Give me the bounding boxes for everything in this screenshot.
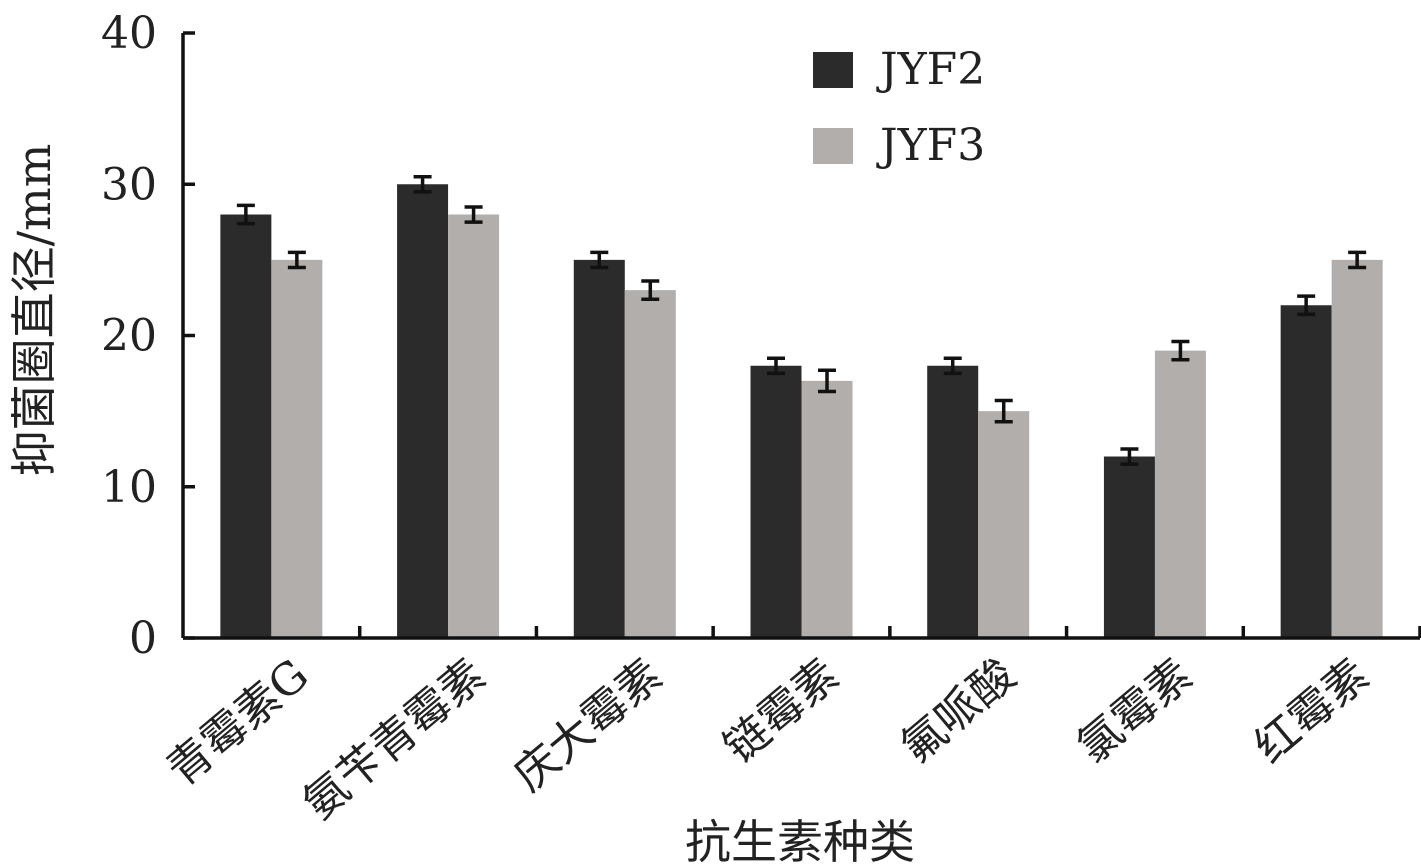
- bar-jyf2-6: [1280, 305, 1332, 638]
- error-bar-jyf2-4: [943, 356, 962, 376]
- legend-label-jyf3: JYF3: [876, 120, 985, 171]
- y-tick-label-30: 30: [101, 159, 157, 210]
- bar-jyf3-4: [978, 411, 1030, 638]
- bar-jyf3-5: [1154, 350, 1206, 638]
- error-bar-jyf3-2: [641, 279, 660, 301]
- x-category-label-3: 链霉素: [715, 649, 849, 773]
- error-bar-jyf3-5: [1171, 339, 1190, 362]
- bar-jyf3-2: [624, 290, 676, 638]
- bar-jyf2-5: [1103, 456, 1155, 638]
- error-bar-jyf2-0: [236, 203, 255, 226]
- bar-jyf2-0: [220, 214, 272, 638]
- bar-jyf2-4: [927, 365, 979, 638]
- legend-swatch-jyf2: [813, 52, 853, 88]
- y-tick-label-20: 20: [101, 311, 157, 362]
- error-bars-layer: [236, 174, 1367, 466]
- y-tick-label-40: 40: [101, 8, 157, 59]
- legend: JYF2 JYF3: [813, 44, 985, 171]
- axes-layer: [181, 31, 1421, 640]
- x-category-label-0: 青霉素G: [158, 649, 319, 796]
- bar-jyf3-1: [448, 214, 500, 638]
- y-axis-title: 抑菌圈直径/mm: [7, 144, 61, 477]
- y-tick-label-10: 10: [101, 462, 157, 513]
- bar-jyf3-3: [801, 380, 853, 638]
- bar-jyf2-1: [397, 184, 449, 638]
- error-bar-jyf2-6: [1297, 294, 1316, 317]
- error-bar-jyf2-1: [413, 174, 432, 194]
- bar-jyf2-2: [573, 259, 625, 638]
- x-category-label-2: 庆大霉素: [504, 649, 672, 801]
- x-category-label-6: 红霉素: [1245, 649, 1379, 773]
- error-bar-jyf3-4: [994, 398, 1013, 424]
- error-bar-jyf2-3: [767, 356, 785, 376]
- error-bar-jyf3-1: [464, 205, 483, 224]
- error-bar-jyf3-6: [1348, 250, 1367, 270]
- bar-jyf3-6: [1331, 259, 1383, 638]
- error-bar-jyf2-5: [1120, 447, 1139, 466]
- error-bar-jyf3-3: [818, 368, 836, 394]
- y-tick-label-0: 0: [129, 613, 157, 664]
- x-category-label-1: 氨苄青霉素: [294, 649, 495, 829]
- x-axis-title: 抗生素种类: [685, 815, 915, 867]
- bars-layer: [220, 184, 1383, 638]
- bar-jyf2-3: [750, 365, 802, 638]
- legend-swatch-jyf3: [813, 128, 853, 164]
- bar-jyf3-0: [271, 259, 323, 638]
- legend-label-jyf2: JYF2: [876, 44, 985, 95]
- x-category-label-5: 氯霉素: [1068, 649, 1202, 773]
- x-category-label-4: 氟哌酸: [891, 649, 1025, 773]
- error-bar-jyf2-2: [590, 250, 609, 270]
- error-bar-jyf3-0: [287, 250, 306, 270]
